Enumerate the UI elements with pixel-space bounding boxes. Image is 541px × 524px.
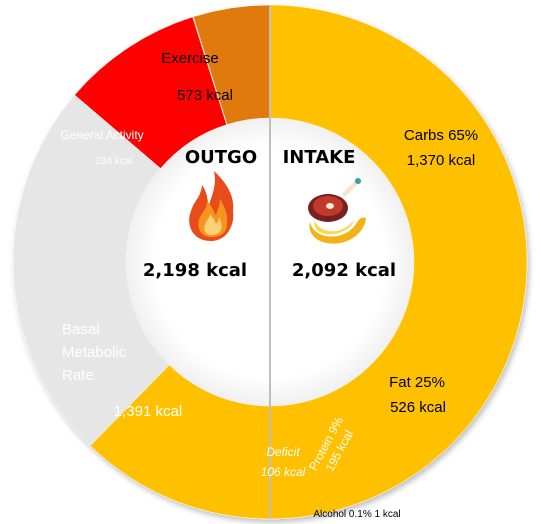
- general-activity-label: General Activity: [60, 128, 143, 142]
- deficit-label: Deficit: [266, 445, 300, 459]
- carbs-value: 1,370 kcal: [407, 152, 475, 169]
- exercise-label: Exercise: [161, 50, 219, 67]
- alcohol-label: Alcohol 0.1% 1 kcal: [313, 509, 400, 520]
- general-activity-value: 234 kcal: [95, 156, 132, 167]
- carbs-label: Carbs 65%: [404, 127, 478, 144]
- deficit-value: 106 kcal: [261, 465, 306, 479]
- fat-value: 526 kcal: [390, 399, 446, 416]
- intake-total: 2,092 kcal: [292, 260, 396, 281]
- fire-icon: [189, 171, 234, 241]
- bmr-label-line3: Rate: [62, 367, 94, 384]
- bmr-label-line2: Metabolic: [62, 344, 127, 361]
- intake-title: INTAKE: [283, 147, 356, 168]
- fat-label: Fat 25%: [389, 374, 445, 391]
- outgo-title: OUTGO: [185, 147, 257, 168]
- food-icon: [308, 178, 366, 244]
- outgo-total: 2,198 kcal: [143, 260, 247, 281]
- segment-labels: Exercise 573 kcal General Activity 234 k…: [60, 50, 478, 520]
- bmr-value: 1,391 kcal: [114, 403, 182, 420]
- exercise-value: 573 kcal: [177, 87, 233, 104]
- donut-ring: [12, 4, 528, 520]
- bmr-label-line1: Basal: [62, 321, 100, 338]
